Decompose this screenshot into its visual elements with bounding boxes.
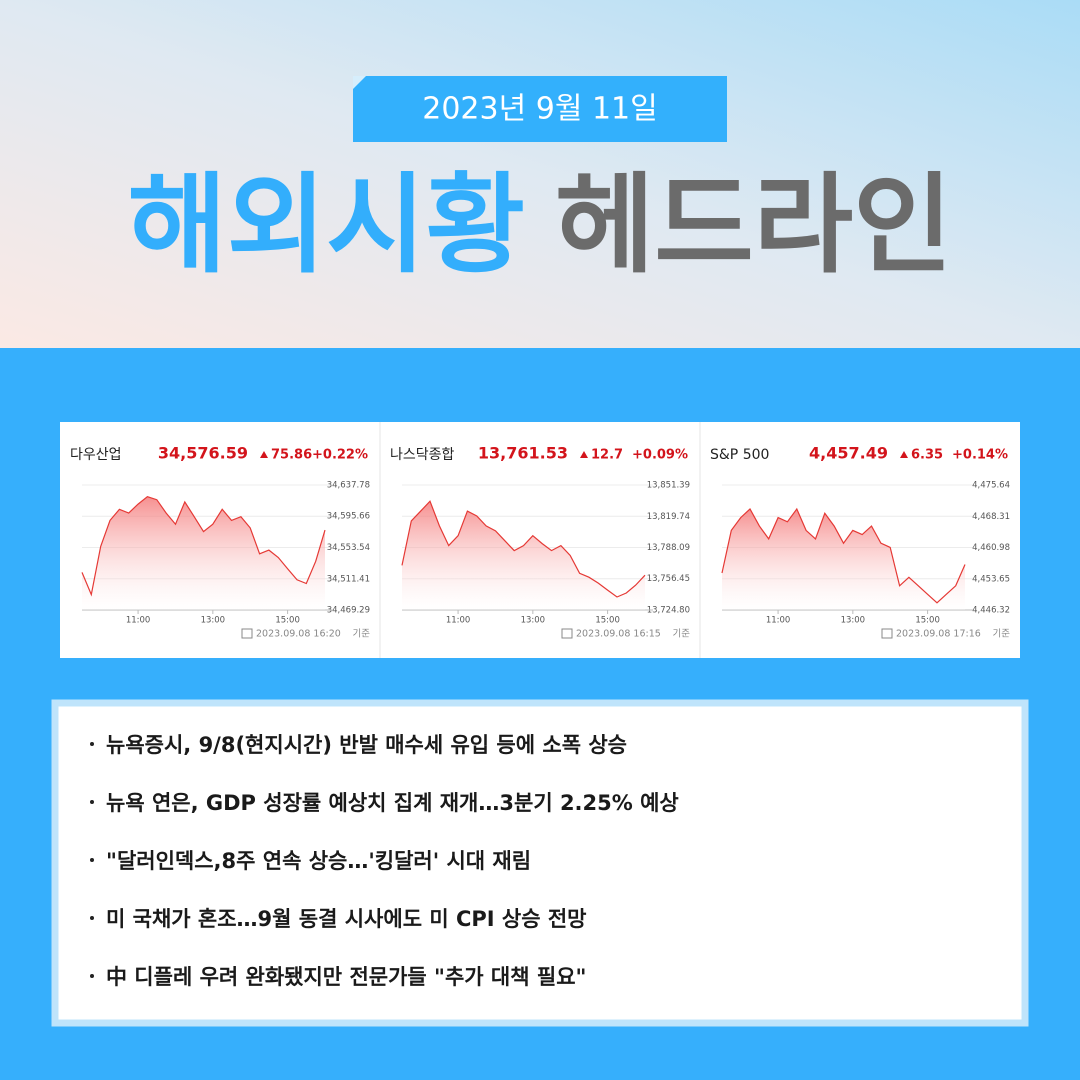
clock-icon (881, 628, 893, 639)
timestamp: 2023.09.08 17:16 (896, 629, 981, 640)
area-fill (82, 496, 325, 610)
change-pct: +0.14% (952, 448, 1008, 463)
bullet (90, 858, 94, 862)
title-gray: 헤드라인 (555, 163, 952, 288)
basis: 기준 (993, 629, 1011, 640)
headline: "달러인덱스,8주 연속 상승…'킹달러' 시대 재림 (106, 849, 531, 873)
x-tick-label: 15:00 (595, 616, 620, 626)
up-arrow (900, 451, 908, 458)
x-tick-label: 11:00 (766, 616, 791, 626)
x-tick-label: 11:00 (126, 616, 151, 626)
date: 2023년 9월 11일 (422, 92, 657, 127)
y-tick-label: 4,460.98 (972, 543, 1010, 553)
headline: 뉴욕 연은, GDP 성장률 예상치 집계 재개…3분기 2.25% 예상 (106, 791, 679, 815)
header-background (0, 0, 1080, 348)
y-tick-label: 4,475.64 (972, 481, 1010, 491)
area-fill (722, 509, 965, 610)
index-name: S&P 500 (710, 447, 769, 463)
change: 6.35 (911, 448, 943, 463)
up-arrow (260, 451, 268, 458)
y-tick-label: 34,511.41 (327, 574, 370, 584)
price: 4,457.49 (809, 444, 888, 463)
x-tick-label: 11:00 (446, 616, 471, 626)
headline: 미 국채가 혼조…9월 동결 시사에도 미 CPI 상승 전망 (106, 907, 586, 931)
clock-icon (561, 628, 573, 639)
index-name: 나스닥종합 (390, 447, 455, 463)
y-tick-label: 13,724.80 (647, 606, 690, 616)
bullet (90, 742, 94, 746)
y-tick-label: 4,468.31 (972, 512, 1010, 522)
date-banner (353, 76, 727, 142)
y-tick-label: 4,453.65 (972, 574, 1010, 584)
x-tick-label: 15:00 (915, 616, 940, 626)
y-tick-label: 34,553.54 (327, 543, 370, 553)
headline: 中 디플레 우려 완화됐지만 전문가들 "추가 대책 필요" (106, 965, 586, 989)
x-tick-label: 13:00 (201, 616, 226, 626)
y-tick-label: 13,819.74 (647, 512, 690, 522)
y-tick-label: 13,788.09 (647, 543, 690, 553)
title-blue: 해외시황 (128, 163, 525, 288)
headline-box (51, 699, 1029, 1027)
banner-fold (353, 76, 366, 89)
x-tick-label: 13:00 (841, 616, 866, 626)
price-line (401, 500, 646, 598)
clock-icon (241, 628, 253, 639)
price: 34,576.59 (158, 444, 248, 463)
basis: 기준 (353, 629, 371, 640)
y-tick-label: 34,595.66 (327, 512, 370, 522)
headline: 뉴욕증시, 9/8(현지시간) 반발 매수세 유입 등에 소폭 상승 (106, 733, 627, 757)
y-tick-label: 4,446.32 (972, 606, 1010, 616)
change-pct: +0.22% (312, 448, 368, 463)
main-title: 해외시황 헤드라인 (128, 163, 953, 288)
change: 75.86 (271, 448, 312, 463)
up-arrow (580, 451, 588, 458)
timestamp: 2023.09.08 16:15 (576, 629, 661, 640)
basis: 기준 (673, 629, 691, 640)
y-tick-label: 13,756.45 (647, 574, 690, 584)
charts: 다우산업 34,576.59 75.86 +0.22% 34,469.29 34,511.… (70, 444, 1010, 640)
bullet (90, 916, 94, 920)
x-tick-label: 15:00 (275, 616, 300, 626)
y-tick-label: 13,851.39 (647, 481, 690, 491)
price: 13,761.53 (478, 444, 568, 463)
y-tick-label: 34,469.29 (327, 606, 370, 616)
change: 12.7 (591, 448, 623, 463)
timestamp: 2023.09.08 16:20 (256, 629, 341, 640)
price-line (81, 496, 326, 597)
area-fill (402, 501, 645, 610)
bullet (90, 800, 94, 804)
x-tick-label: 13:00 (521, 616, 546, 626)
price-line (721, 507, 966, 604)
y-tick-label: 34,637.78 (327, 481, 370, 491)
index-name: 다우산업 (70, 447, 122, 463)
bullet (90, 974, 94, 978)
change-pct: +0.09% (632, 448, 688, 463)
